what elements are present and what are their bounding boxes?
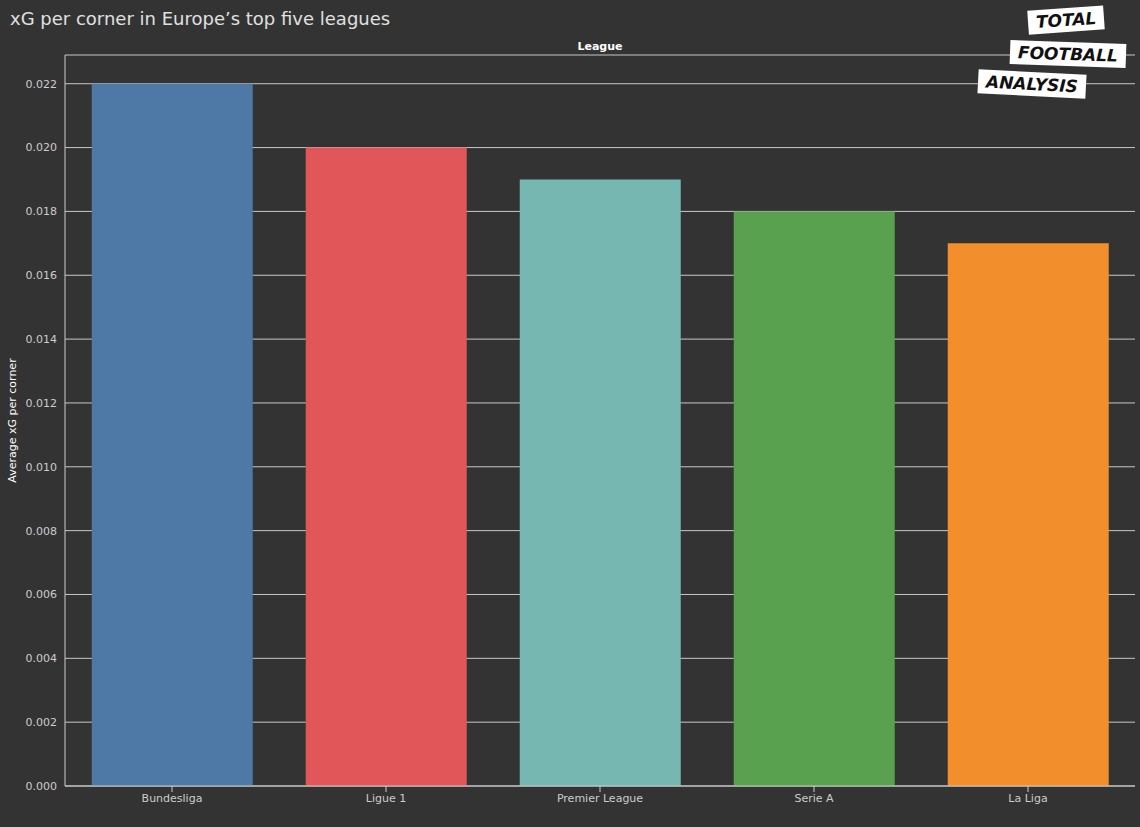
- svg-text:Bundesliga: Bundesliga: [142, 792, 203, 805]
- svg-text:Serie A: Serie A: [794, 792, 834, 805]
- svg-text:La Liga: La Liga: [1008, 792, 1047, 805]
- svg-text:0.020: 0.020: [26, 141, 58, 154]
- svg-text:Average xG per corner: Average xG per corner: [8, 358, 19, 483]
- svg-text:0.000: 0.000: [26, 780, 58, 793]
- svg-text:0.004: 0.004: [26, 652, 58, 665]
- svg-text:0.014: 0.014: [26, 333, 58, 346]
- svg-text:0.022: 0.022: [26, 78, 58, 91]
- svg-text:Premier League: Premier League: [557, 792, 643, 805]
- html-text:ANALYSIS: ANALYSIS: [985, 71, 1079, 97]
- svg-text:0.018: 0.018: [26, 205, 58, 218]
- svg-text:Ligue 1: Ligue 1: [366, 792, 406, 805]
- svg-text:0.016: 0.016: [26, 269, 58, 282]
- html-text:FOOTBALL: FOOTBALL: [1017, 42, 1119, 66]
- html-text:xG per corner in Europe’s top: xG per corner in Europe’s top five leagu…: [10, 8, 391, 29]
- svg-text:0.008: 0.008: [26, 525, 58, 538]
- html-text:League: League: [577, 40, 623, 53]
- svg-text:0.012: 0.012: [26, 397, 58, 410]
- svg-text:0.002: 0.002: [26, 716, 58, 729]
- svg-text:0.010: 0.010: [26, 461, 58, 474]
- html-text:TOTAL: TOTAL: [1035, 7, 1097, 33]
- svg-text:0.006: 0.006: [26, 588, 58, 601]
